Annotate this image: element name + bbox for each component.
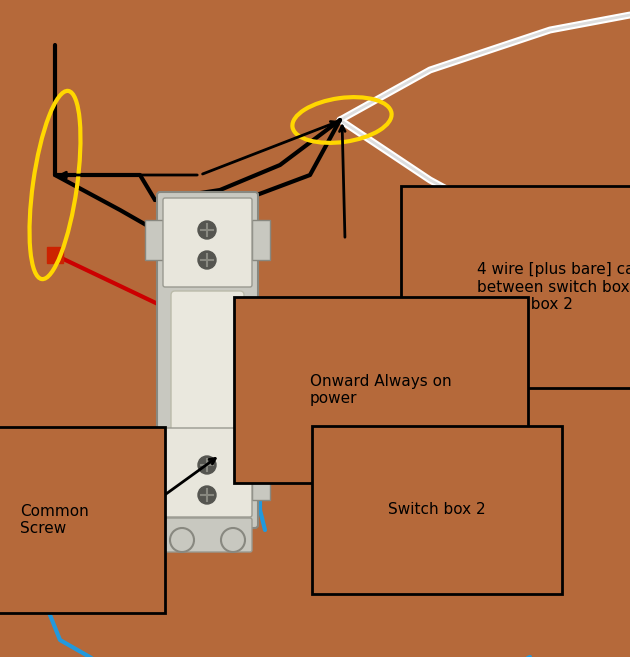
FancyBboxPatch shape (157, 192, 258, 528)
Circle shape (221, 528, 245, 552)
FancyBboxPatch shape (163, 198, 252, 287)
Bar (145, 460, 163, 500)
Circle shape (170, 528, 194, 552)
Bar (252, 460, 270, 500)
Circle shape (198, 486, 216, 504)
Text: Switch box 2: Switch box 2 (388, 503, 486, 518)
FancyBboxPatch shape (163, 428, 252, 517)
Circle shape (198, 251, 216, 269)
Text: Common
Screw: Common Screw (20, 504, 89, 536)
Circle shape (198, 221, 216, 239)
Text: 4 wire [plus bare] cable
between switch box 1 &
switch box 2: 4 wire [plus bare] cable between switch … (477, 262, 630, 312)
Circle shape (198, 456, 216, 474)
FancyBboxPatch shape (163, 518, 252, 552)
FancyBboxPatch shape (171, 291, 244, 454)
Bar (252, 220, 270, 260)
Text: Onward Always on
power: Onward Always on power (310, 374, 452, 406)
Bar (145, 220, 163, 260)
